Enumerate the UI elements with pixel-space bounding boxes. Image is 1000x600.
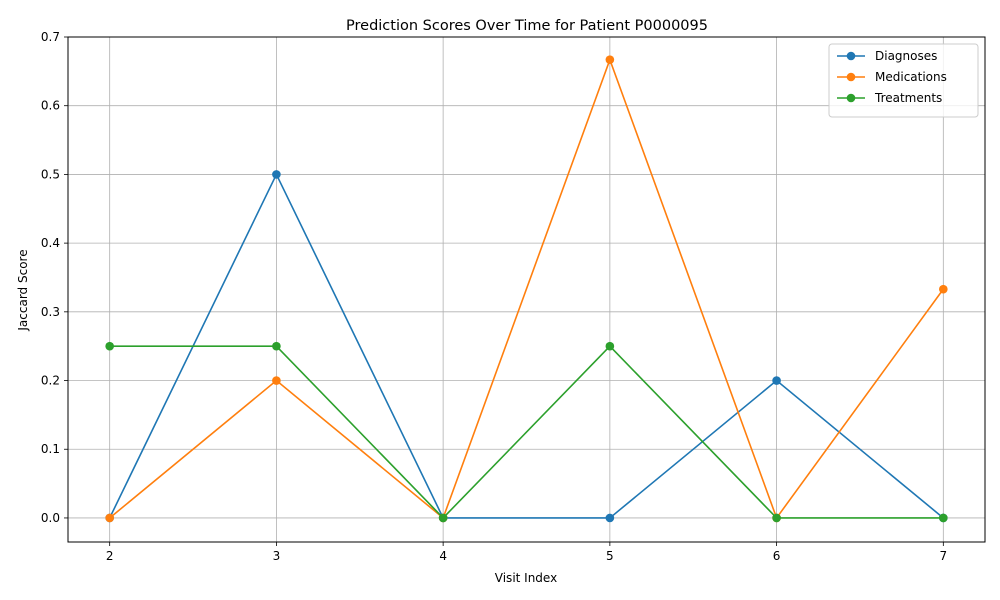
data-point-medications-5 bbox=[605, 55, 615, 64]
y-tick-label: 0.4 bbox=[41, 236, 60, 250]
y-axis-ticks: 0.0 0.1 0.2 0.3 0.4 0.5 0.6 0.7 bbox=[41, 30, 68, 525]
legend-swatch-marker bbox=[846, 51, 856, 61]
data-point-treatments-7 bbox=[939, 513, 948, 523]
y-tick-label: 0.1 bbox=[41, 442, 60, 456]
chart-title: Prediction Scores Over Time for Patient … bbox=[346, 18, 708, 34]
x-tick-label: 6 bbox=[773, 549, 781, 563]
data-point-treatments-2 bbox=[105, 341, 114, 351]
data-point-medications-3 bbox=[272, 376, 281, 385]
y-tick-label: 0.3 bbox=[41, 305, 60, 319]
legend-label: Treatments bbox=[874, 91, 942, 105]
legend-item-diagnoses: Diagnoses bbox=[837, 49, 937, 63]
series-line-medications bbox=[109, 57, 944, 520]
legend-swatch-marker bbox=[846, 93, 856, 103]
legend-item-medications: Medications bbox=[837, 70, 947, 84]
data-point-diagnoses-5 bbox=[605, 513, 615, 523]
data-point-diagnoses-6 bbox=[772, 376, 781, 385]
data-point-medications-7 bbox=[939, 284, 948, 294]
x-tick-label: 3 bbox=[273, 549, 281, 563]
series-layer bbox=[105, 55, 948, 523]
series-treatments bbox=[105, 341, 948, 523]
x-tick-label: 5 bbox=[606, 549, 614, 563]
series-line-treatments bbox=[109, 345, 944, 520]
legend-box bbox=[828, 43, 979, 118]
x-tick-label: 4 bbox=[439, 549, 447, 563]
x-axis-label: Visit Index bbox=[495, 571, 557, 585]
x-tick-label: 7 bbox=[939, 549, 947, 563]
legend-item-treatments: Treatments bbox=[837, 91, 942, 105]
plot-frame bbox=[67, 36, 986, 543]
legend-swatch-marker bbox=[846, 72, 856, 82]
y-tick-label: 0.5 bbox=[41, 167, 60, 181]
data-point-diagnoses-3 bbox=[272, 170, 281, 179]
legend-label: Medications bbox=[875, 70, 947, 84]
legend: Diagnoses Medications Treatments bbox=[828, 43, 979, 118]
y-tick-label: 0.2 bbox=[41, 374, 60, 388]
data-point-treatments-4 bbox=[438, 513, 448, 523]
data-point-treatments-3 bbox=[272, 341, 281, 351]
data-point-medications-2 bbox=[105, 513, 114, 523]
x-axis-ticks: 2 3 4 5 6 7 bbox=[106, 542, 947, 563]
data-point-treatments-5 bbox=[605, 341, 615, 351]
y-tick-label: 0.7 bbox=[41, 30, 60, 44]
series-medications bbox=[105, 55, 948, 523]
y-tick-label: 0.6 bbox=[41, 99, 60, 113]
y-tick-label: 0.0 bbox=[41, 511, 60, 525]
y-axis-label: Jaccard Score bbox=[16, 249, 30, 331]
data-point-treatments-6 bbox=[772, 513, 781, 523]
x-tick-label: 2 bbox=[106, 549, 114, 563]
legend-label: Diagnoses bbox=[875, 49, 937, 63]
series-line-diagnoses bbox=[108, 172, 944, 519]
